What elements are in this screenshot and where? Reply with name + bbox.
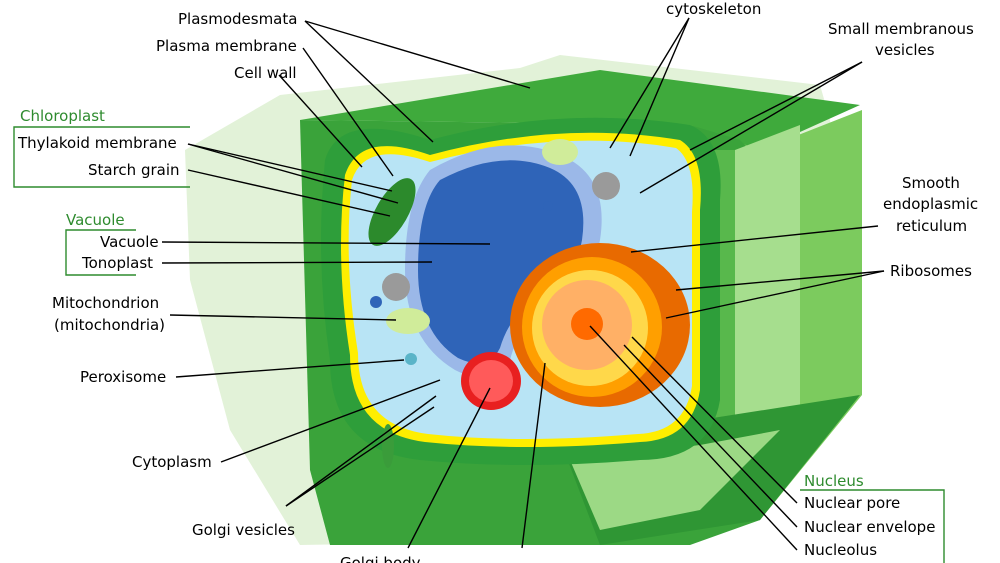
vesicle — [382, 273, 410, 301]
label-peroxisome: Peroxisome — [80, 368, 166, 386]
label-nuclear-envelope: Nuclear envelope — [804, 518, 935, 536]
vesicle — [592, 172, 620, 200]
vesicle-blue — [543, 201, 553, 211]
mitochondrion — [386, 308, 430, 334]
peroxisome — [405, 353, 417, 365]
label-mito-1: Mitochondrion — [52, 294, 159, 312]
chloroplast-bracket — [13, 126, 190, 188]
mitochondrion-top — [542, 139, 578, 165]
cell-block-top — [300, 70, 860, 150]
nucleus-bracket — [800, 489, 945, 563]
label-nucleus-header: Nucleus — [804, 472, 864, 490]
label-ribosomes: Ribosomes — [890, 262, 972, 280]
leader-lines — [161, 17, 885, 551]
golgi-body-inner — [469, 360, 513, 402]
label-golgi-vesicles: Golgi vesicles — [192, 521, 295, 539]
label-small-vesicles-1: Small membranous — [828, 20, 974, 38]
label-vacuole: Vacuole — [100, 233, 159, 251]
label-mito-2: (mitochondria) — [54, 316, 165, 334]
label-tonoplast: Tonoplast — [81, 254, 153, 272]
label-nuclear-pore: Nuclear pore — [804, 494, 900, 512]
label-cell-wall: Cell wall — [234, 64, 297, 82]
label-smooth-er-3: reticulum — [896, 217, 967, 235]
chloroplast — [368, 178, 416, 246]
label-starch: Starch grain — [88, 161, 180, 179]
label-plasma-membrane: Plasma membrane — [156, 37, 297, 55]
label-golgi-body: Golgi body — [340, 554, 421, 563]
label-chloroplast-header: Chloroplast — [20, 107, 105, 125]
label-smooth-er-1: Smooth — [902, 174, 960, 192]
label-plasmodesmata: Plasmodesmata — [178, 10, 297, 28]
vacuole-bracket — [65, 229, 136, 276]
label-cytoplasm: Cytoplasm — [132, 453, 212, 471]
vacuole-inner — [418, 160, 584, 364]
label-cytoskeleton: cytoskeleton — [666, 0, 761, 18]
label-vacuole-header: Vacuole — [66, 211, 125, 229]
label-thylakoid: Thylakoid membrane — [17, 134, 177, 152]
vesicle-blue — [370, 296, 382, 308]
label-small-vesicles-2: vesicles — [875, 41, 935, 59]
label-smooth-er-2: endoplasmic — [883, 195, 978, 213]
cell-wall-layer-light — [735, 125, 800, 490]
label-nucleolus: Nucleolus — [804, 541, 877, 559]
